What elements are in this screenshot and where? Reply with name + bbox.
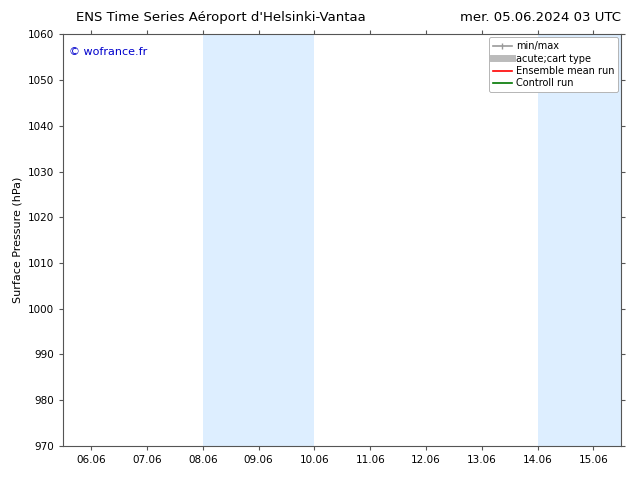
Legend: min/max, acute;cart type, Ensemble mean run, Controll run: min/max, acute;cart type, Ensemble mean …	[489, 37, 618, 92]
Bar	[203, 34, 314, 446]
Text: ENS Time Series Aéroport d'Helsinki-Vantaa: ENS Time Series Aéroport d'Helsinki-Vant…	[76, 11, 366, 24]
Bar	[538, 34, 621, 446]
Text: mer. 05.06.2024 03 UTC: mer. 05.06.2024 03 UTC	[460, 11, 621, 24]
Y-axis label: Surface Pressure (hPa): Surface Pressure (hPa)	[13, 177, 23, 303]
Text: © wofrance.fr: © wofrance.fr	[69, 47, 147, 57]
